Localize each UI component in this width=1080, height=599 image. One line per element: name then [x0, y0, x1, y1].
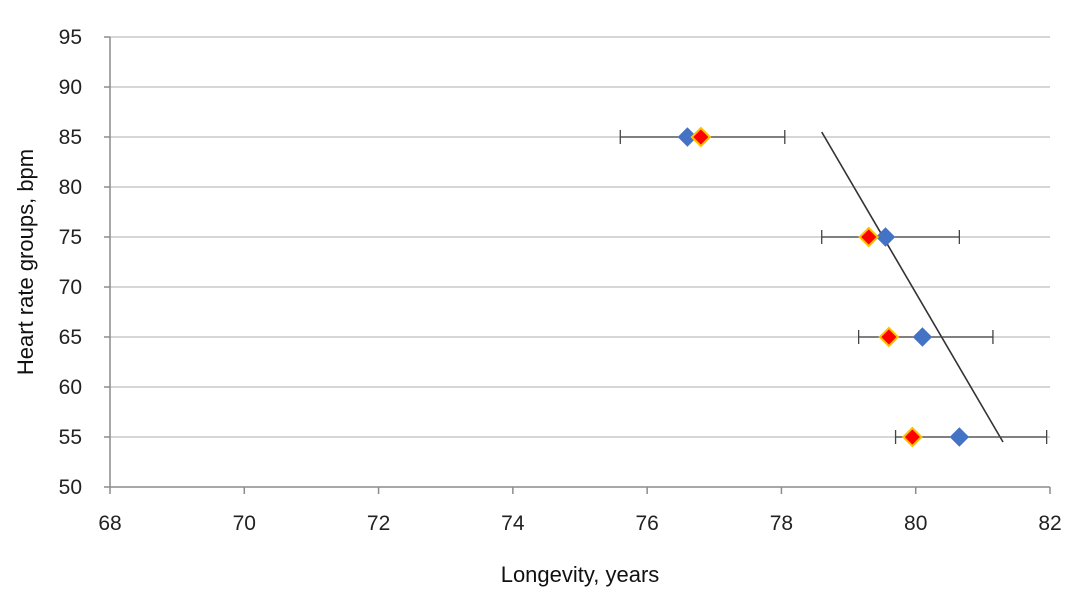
- data-point-series-2: [878, 326, 900, 348]
- y-tick-label: 70: [59, 276, 82, 299]
- y-tick-label: 85: [59, 126, 82, 149]
- gridlines: [110, 36, 1050, 438]
- trendline: [821, 131, 1004, 443]
- axes: [104, 36, 1051, 494]
- y-tick-label: 60: [59, 376, 82, 399]
- y-tick-label: 50: [59, 476, 82, 499]
- y-tick-label: 90: [59, 76, 82, 99]
- x-tick-label: 78: [770, 512, 793, 535]
- y-tick-label: 65: [59, 326, 82, 349]
- x-tick-label: 72: [367, 512, 390, 535]
- y-tick-label: 80: [59, 176, 82, 199]
- data-point-series-1: [677, 127, 698, 147]
- data-point-series-1: [949, 427, 970, 447]
- y-tick-label: 75: [59, 226, 82, 249]
- y-tick-label: 55: [59, 426, 82, 449]
- y-axis-title: Heart rate groups, bpm: [13, 149, 38, 375]
- x-tick-label: 76: [635, 512, 658, 535]
- y-tick-labels: 50 55 60 65 70 75 80 85 90 95: [59, 26, 82, 499]
- data-point-series-1: [912, 327, 933, 347]
- x-tick-label: 82: [1038, 512, 1061, 535]
- x-tick-label: 74: [501, 512, 525, 535]
- data-point-series-2: [858, 226, 880, 248]
- data-point-series-2: [901, 426, 923, 448]
- data-points: [677, 126, 970, 448]
- y-tick-label: 95: [59, 26, 82, 49]
- x-tick-label: 68: [98, 512, 121, 535]
- x-tick-label: 70: [233, 512, 256, 535]
- x-tick-label: 80: [904, 512, 927, 535]
- x-tick-labels: 68 70 72 74 76 78 80 82: [98, 512, 1061, 535]
- data-point-series-2: [690, 126, 712, 148]
- x-axis-title: Longevity, years: [501, 562, 660, 587]
- trendline-line: [821, 131, 1004, 443]
- data-point-series-1: [875, 227, 896, 247]
